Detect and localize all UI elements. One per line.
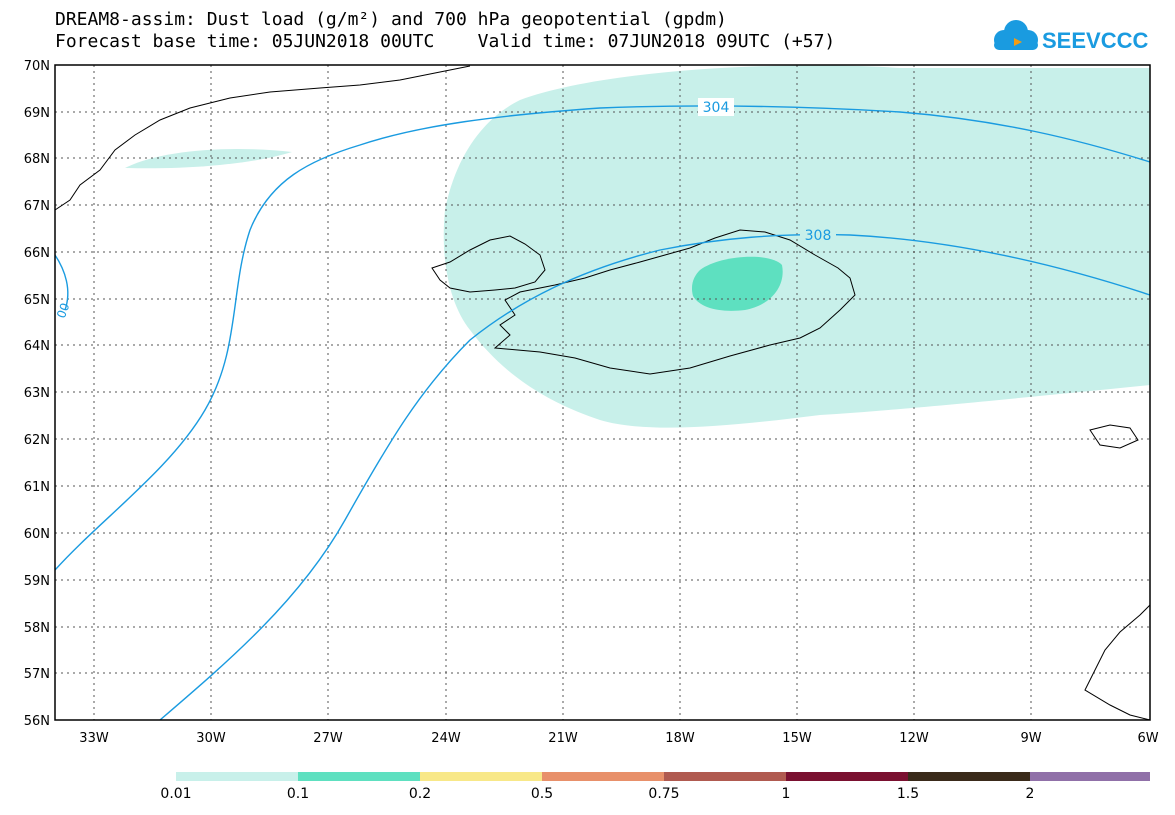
coastline-greenland [54,65,471,211]
lat-label: 60N [24,527,50,542]
colorbar-label: 2 [1025,786,1035,802]
logo-text: SEEVCCC [1042,28,1148,53]
lat-label: 62N [24,433,50,448]
geopotential-contours [54,105,1151,721]
lon-label: 18W [665,731,695,746]
lat-label: 67N [24,199,50,214]
colorbar-segment [908,772,1030,781]
contour-304 [54,105,1151,571]
lat-label: 70N [24,59,50,74]
coastline-iceland [493,229,856,375]
dust-area-right-low [1108,224,1150,244]
lon-label: 12W [899,731,929,746]
lat-label: 58N [24,621,50,636]
lat-label: 65N [24,293,50,308]
lon-label: 33W [79,731,109,746]
contour-label-308: 308 [805,228,832,244]
coastline-faroe [1089,424,1139,449]
colorbar-label: 0.75 [648,786,680,802]
lat-label: 57N [24,667,50,682]
graticule [55,65,1150,720]
lon-label: 30W [196,731,226,746]
lon-label: 21W [548,731,578,746]
colorbar-label: 1.5 [896,786,920,802]
map-subtitle: Forecast base time: 05JUN2018 00UTC Vali… [55,31,836,52]
map-title: DREAM8-assim: Dust load (g/m²) and 700 h… [55,9,727,30]
lat-label: 69N [24,106,50,121]
map-frame [54,64,1151,721]
contour-label-304: 304 [703,100,730,116]
lat-label: 63N [24,386,50,401]
contour-label-edge: 00 [54,301,72,320]
lat-label: 59N [24,574,50,589]
coastlines [54,65,1151,721]
lon-label: 9W [1020,731,1041,746]
dust-area-small-low [125,148,292,169]
lon-label: 6W [1137,731,1158,746]
dust-area-mid [691,256,783,311]
lat-label: 68N [24,152,50,167]
dust-shading [125,65,1150,428]
colorbar-segment [664,772,786,781]
colorbar-label: 1 [781,786,791,802]
lon-label: 15W [782,731,812,746]
colorbar-label: 0.01 [160,786,192,802]
lat-label: 64N [24,339,50,354]
colorbar-segment [786,772,908,781]
colorbar-label: 0.1 [286,786,310,802]
lon-label: 27W [313,731,343,746]
colorbar [176,772,1150,781]
colorbar-segment [420,772,542,781]
contour-308 [159,233,1151,721]
cloud-icon [994,20,1038,50]
lat-label: 61N [24,480,50,495]
longitude-labels: 33W 30W 27W 24W 21W 18W 15W 12W 9W 6W [79,731,1158,746]
colorbar-label: 0.2 [408,786,432,802]
seevccc-logo: SEEVCCC [994,20,1148,53]
lon-label: 24W [431,731,461,746]
contour-left-edge [54,254,69,311]
colorbar-segment [542,772,664,781]
latitude-labels: 70N 69N 68N 67N 66N 65N 64N 63N 62N 61N … [24,59,50,729]
lat-label: 66N [24,246,50,261]
colorbar-segment [176,772,298,781]
coastline-scotland [1084,603,1151,721]
colorbar-segment [1030,772,1150,781]
colorbar-segment [298,772,420,781]
colorbar-label: 0.5 [530,786,554,802]
coastline-westfjords [431,235,546,293]
lat-label: 56N [24,714,50,729]
